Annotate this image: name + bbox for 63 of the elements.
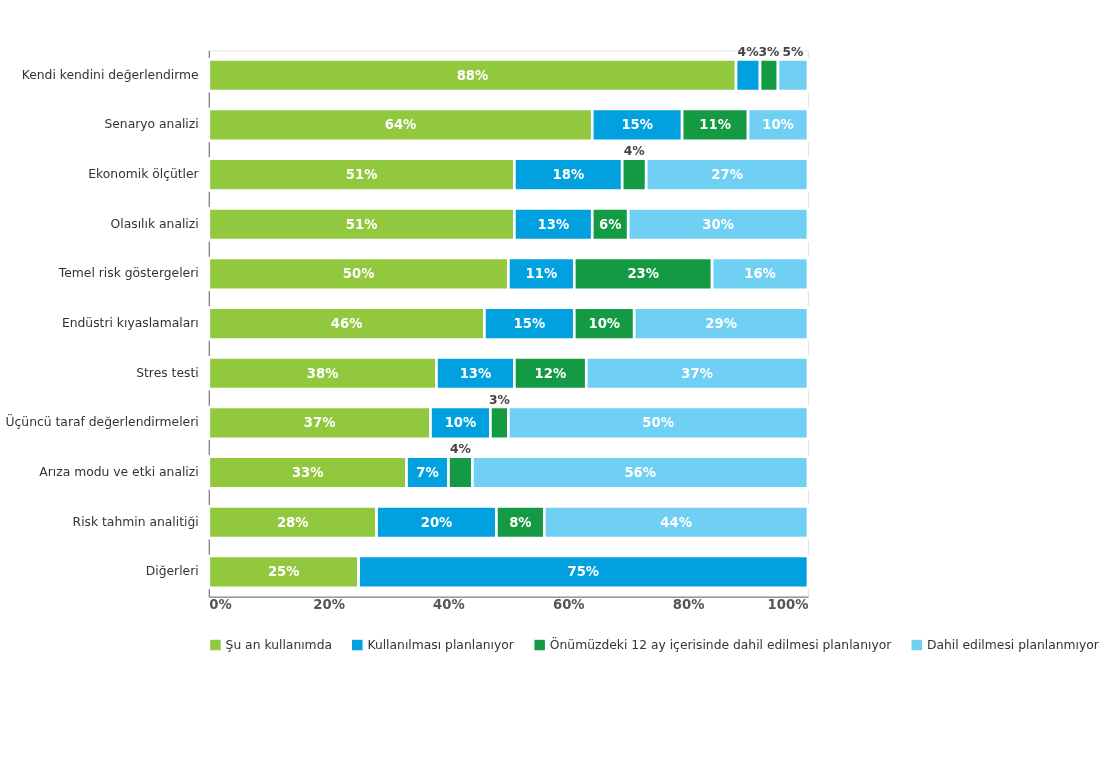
data-label: 11% (699, 117, 731, 133)
data-label: 28% (276, 514, 309, 530)
data-label: 44% (660, 514, 692, 530)
data-label: 4% (449, 442, 471, 457)
data-label: 15% (513, 315, 546, 331)
x-tick-label: 0% (209, 597, 232, 613)
data-label: 37% (303, 415, 336, 431)
data-label: 4% (623, 144, 645, 159)
data-label: 51% (345, 166, 378, 182)
data-label: 16% (744, 266, 776, 282)
data-label: 20% (420, 514, 453, 530)
legend-label: Önümüzdeki 12 ay içerisinde dahil edilmesi planlanıyor (549, 635, 893, 652)
data-label: 30% (702, 216, 734, 232)
x-tick-label: 100% (767, 597, 809, 613)
y-tick-label: Endüstri kıyaslamaları (61, 316, 199, 331)
data-label: 10% (588, 315, 621, 331)
y-tick-label: Ekonomik ölçütler (88, 167, 200, 182)
data-label: 56% (624, 464, 656, 480)
y-tick-label: Arıza modu ve etki analizi (39, 465, 199, 480)
data-label: 88% (456, 67, 489, 83)
y-tick-label: Olasılık analizi (110, 216, 199, 231)
data-label: 7% (416, 464, 439, 480)
y-tick-label: Temel risk göstergeleri (57, 266, 199, 281)
data-label: 8% (509, 514, 532, 530)
y-tick-label: Kendi kendini değerlendirme (21, 67, 199, 82)
legend-label: Dahil edilmesi planlanmıyor (926, 637, 1100, 652)
x-tick-label: 40% (433, 597, 465, 613)
legend-label: Kullanılması planlanıyor (367, 637, 515, 652)
y-tick-label: Risk tahmin analitiği (72, 514, 199, 529)
x-tick-label: 80% (672, 597, 705, 613)
x-tick-label: 60% (552, 597, 585, 613)
data-label: 15% (621, 117, 654, 133)
data-label: 38% (306, 365, 339, 381)
data-label: 33% (291, 464, 324, 480)
data-label: 4% (737, 44, 759, 59)
legend-label: Şu an kullanımda (225, 637, 333, 652)
data-label: 64% (384, 117, 417, 133)
y-tick-label: Diğerleri (145, 564, 199, 579)
data-label: 3% (488, 392, 510, 407)
data-label: 25% (267, 564, 300, 580)
y-tick-label: Senaryo analizi (104, 117, 199, 132)
data-label: 3% (758, 44, 780, 59)
data-label: 10% (762, 117, 794, 133)
data-label: 12% (534, 365, 567, 381)
data-label: 10% (444, 415, 477, 431)
data-label: 5% (782, 44, 804, 59)
y-tick-label: Üçüncü taraf değerlendirmeleri (5, 413, 199, 430)
data-label: 29% (705, 315, 737, 331)
data-label: 11% (525, 266, 558, 282)
data-label: 6% (599, 216, 622, 232)
data-label: 75% (567, 564, 600, 580)
data-label: 50% (642, 415, 674, 431)
data-label: 46% (330, 315, 363, 331)
data-label: 18% (552, 166, 585, 182)
data-label: 50% (342, 266, 375, 282)
data-label: 13% (459, 365, 492, 381)
data-label: 23% (627, 266, 659, 282)
y-tick-label: Stres testi (136, 365, 199, 380)
data-label: 51% (345, 216, 378, 232)
data-label: 37% (681, 365, 713, 381)
x-tick-label: 20% (313, 597, 345, 613)
data-label: 27% (711, 166, 743, 182)
data-label: 13% (537, 216, 570, 232)
